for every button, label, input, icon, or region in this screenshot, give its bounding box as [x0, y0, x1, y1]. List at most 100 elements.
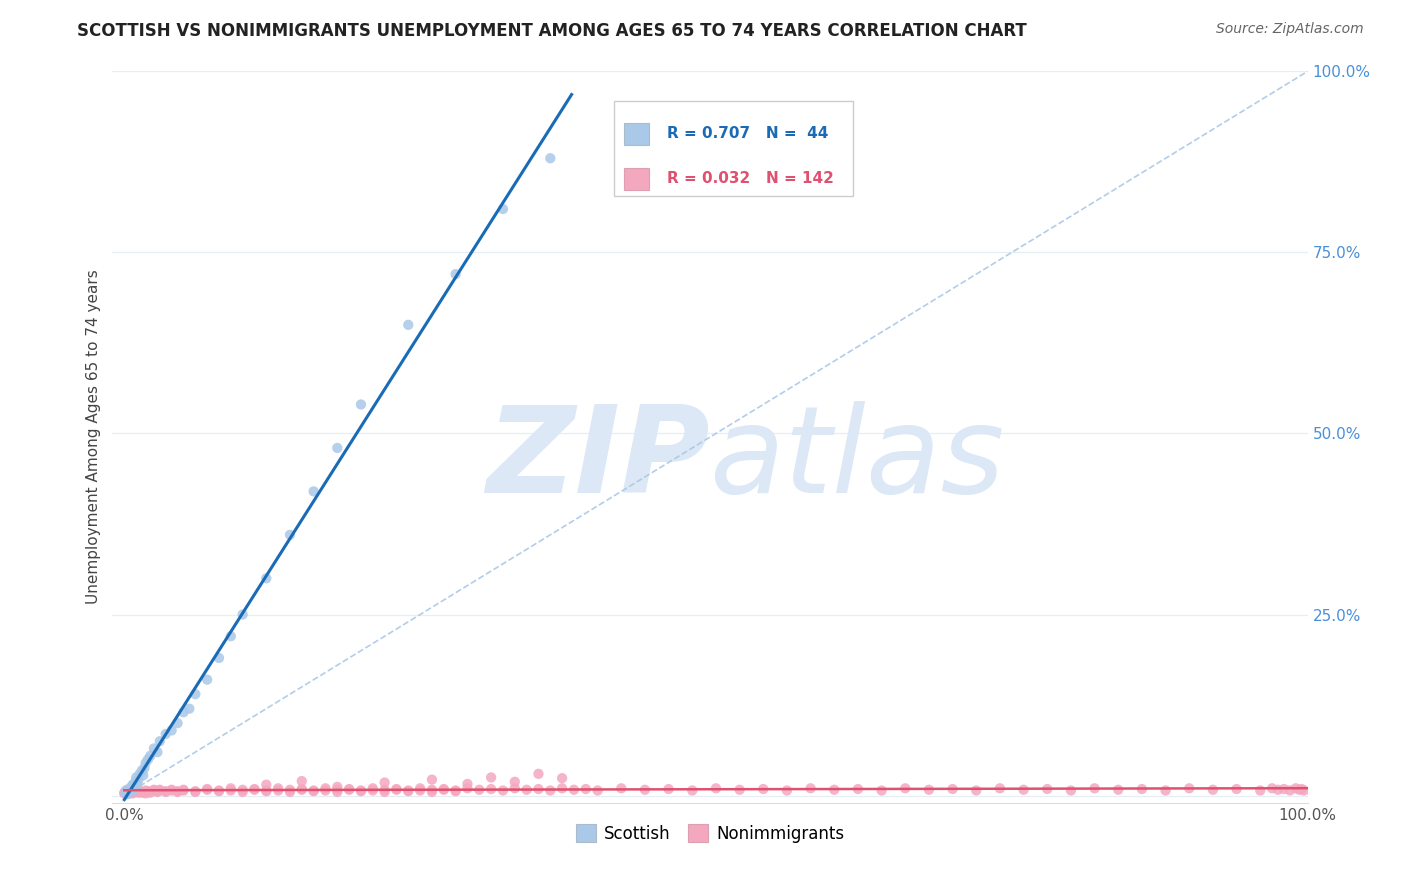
Bar	[624, 123, 650, 145]
Point	[420, 772, 443, 787]
Point	[121, 786, 143, 800]
Point	[1154, 783, 1177, 797]
Point	[291, 774, 314, 789]
Point	[114, 784, 136, 798]
Point	[302, 784, 325, 798]
Point	[139, 786, 162, 800]
Point	[131, 763, 153, 777]
Point	[117, 787, 139, 801]
Point	[124, 775, 146, 789]
Point	[125, 783, 148, 797]
Point	[131, 786, 153, 800]
Point	[444, 267, 467, 281]
Point	[291, 782, 314, 797]
Point	[115, 786, 138, 800]
Point	[752, 782, 775, 797]
Point	[232, 607, 254, 622]
Point	[326, 782, 349, 797]
Point	[112, 786, 135, 800]
Point	[374, 775, 396, 789]
Point	[219, 629, 242, 643]
Point	[385, 782, 408, 797]
Point	[1060, 783, 1083, 797]
Point	[254, 778, 277, 792]
Point	[267, 783, 290, 797]
Text: ZIP: ZIP	[486, 401, 710, 517]
Point	[254, 783, 277, 797]
Point	[208, 784, 231, 798]
Point	[492, 202, 515, 216]
Point	[1291, 782, 1313, 797]
Point	[1261, 781, 1284, 796]
Point	[155, 784, 177, 798]
Point	[219, 783, 242, 797]
Point	[131, 785, 153, 799]
Point	[314, 781, 336, 796]
Point	[610, 781, 633, 796]
Point	[337, 782, 360, 797]
Point	[870, 783, 893, 797]
Point	[208, 651, 231, 665]
Point	[562, 782, 585, 797]
Point	[118, 786, 141, 800]
Point	[160, 783, 183, 797]
Point	[337, 782, 360, 797]
Point	[121, 778, 143, 792]
Point	[456, 781, 478, 796]
Point	[195, 782, 218, 797]
Point	[136, 785, 159, 799]
Point	[396, 784, 419, 798]
Point	[527, 767, 550, 781]
Point	[155, 727, 177, 741]
Point	[232, 782, 254, 797]
Point	[136, 784, 159, 798]
Point	[800, 781, 823, 796]
FancyBboxPatch shape	[614, 101, 853, 195]
Legend: Scottish, Nonimmigrants: Scottish, Nonimmigrants	[569, 818, 851, 849]
Point	[149, 783, 172, 797]
Point	[120, 780, 142, 794]
Point	[894, 781, 917, 796]
Point	[942, 782, 965, 797]
Point	[479, 782, 502, 797]
Point	[456, 777, 478, 791]
Point	[136, 752, 159, 766]
Point	[184, 785, 207, 799]
Point	[128, 786, 150, 800]
Point	[184, 687, 207, 701]
Point	[444, 783, 467, 797]
Point	[114, 785, 136, 799]
Point	[1130, 782, 1153, 797]
Point	[135, 756, 157, 770]
Point	[232, 785, 254, 799]
Point	[326, 780, 349, 794]
Point	[776, 783, 799, 797]
Point	[139, 748, 162, 763]
Point	[278, 785, 301, 799]
Point	[918, 782, 941, 797]
Point	[988, 781, 1011, 796]
Point	[314, 783, 336, 797]
Y-axis label: Unemployment Among Ages 65 to 74 years: Unemployment Among Ages 65 to 74 years	[86, 269, 101, 605]
Point	[135, 786, 157, 800]
Point	[115, 785, 138, 799]
Point	[575, 782, 598, 797]
Point	[291, 782, 314, 797]
Point	[350, 784, 373, 798]
Point	[420, 785, 443, 799]
Point	[1012, 782, 1035, 797]
Point	[444, 784, 467, 798]
Point	[846, 782, 869, 797]
Point	[125, 785, 148, 799]
Point	[112, 786, 135, 800]
Text: R = 0.707   N =  44: R = 0.707 N = 44	[666, 127, 828, 142]
Point	[278, 528, 301, 542]
Point	[1036, 782, 1059, 797]
Point	[155, 785, 177, 799]
Point	[409, 783, 432, 797]
Point	[492, 783, 515, 797]
Point	[134, 761, 156, 775]
Point	[243, 782, 266, 797]
Point	[728, 782, 751, 797]
Point	[503, 781, 526, 796]
